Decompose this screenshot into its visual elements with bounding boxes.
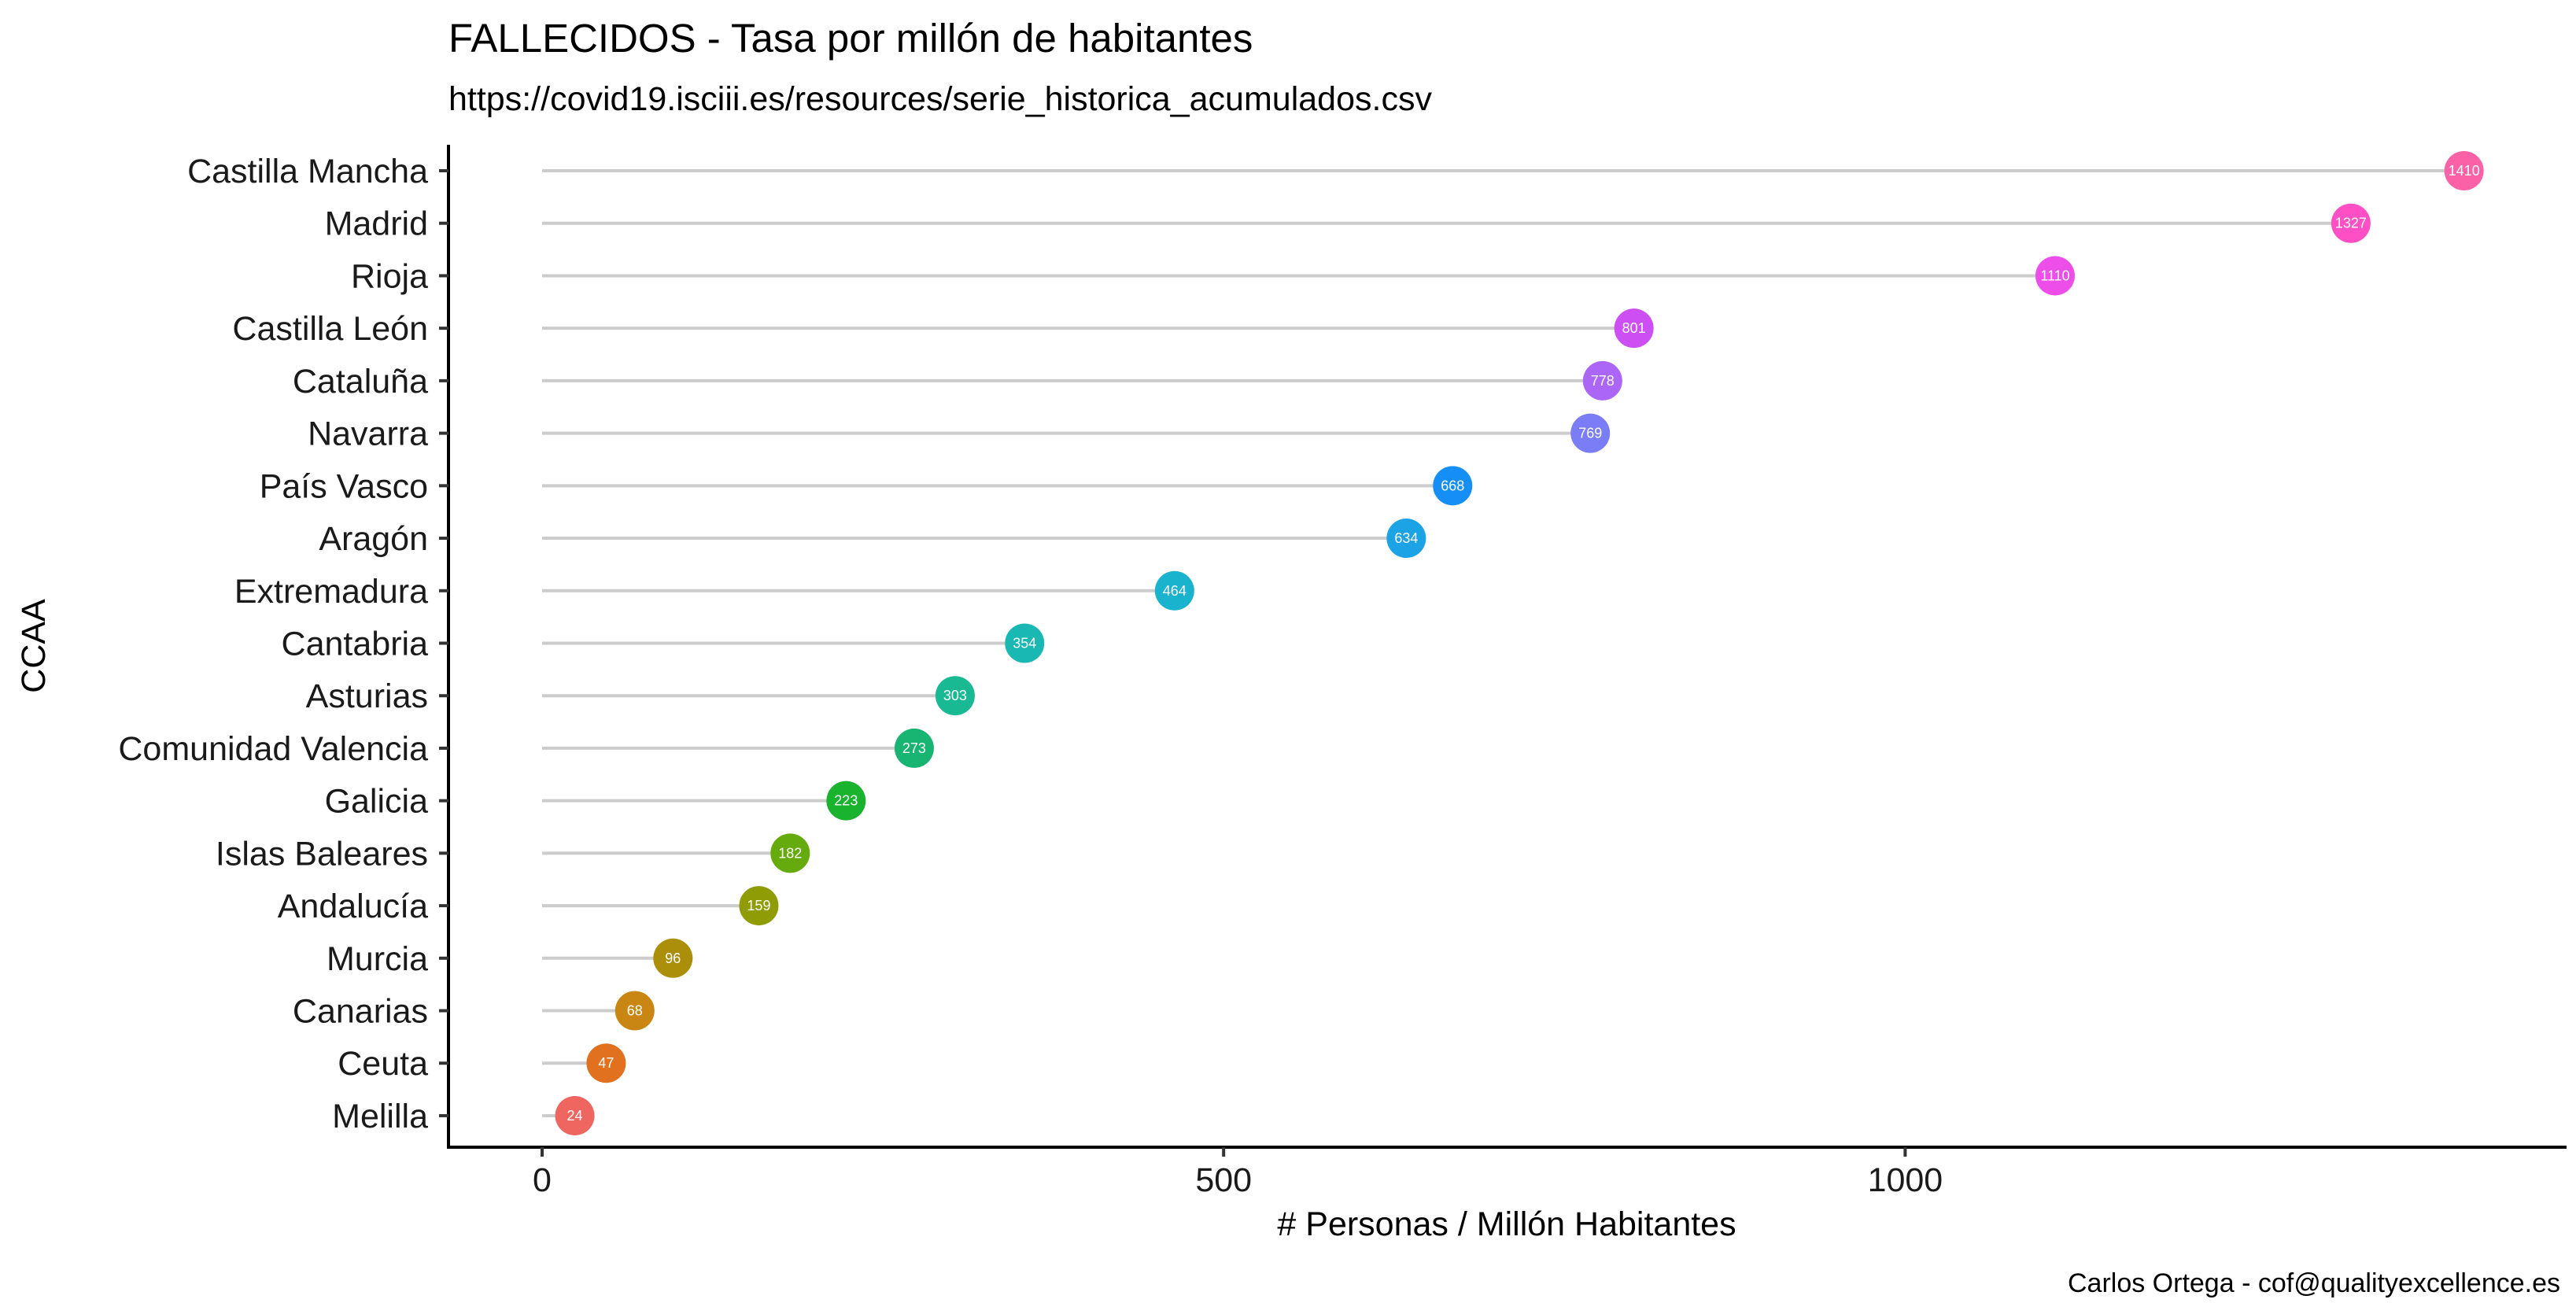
data-point (586, 1043, 626, 1083)
y-tick-label: Rioja (351, 257, 428, 295)
data-label: 778 (1591, 373, 1615, 389)
data-point (1005, 623, 1045, 663)
x-ticks-layer: 0 500 1000 (533, 1147, 1943, 1199)
data-point (2035, 256, 2075, 296)
data-label: 303 (943, 688, 967, 703)
x-tick-label: 1000 (1868, 1161, 1943, 1199)
data-label: 96 (665, 950, 681, 966)
x-axis-title: # Personas / Millón Habitantes (1277, 1205, 1736, 1243)
y-tick-label: Comunidad Valencia (118, 730, 428, 768)
y-tick-label: Islas Baleares (216, 835, 428, 873)
y-tick-label: Aragón (319, 520, 428, 558)
y-tick-label: Navarra (308, 415, 428, 453)
data-label: 668 (1441, 478, 1464, 493)
y-tick-label: Castilla Mancha (187, 153, 428, 190)
data-label: 1327 (2335, 216, 2367, 231)
data-point (826, 781, 866, 821)
data-label: 273 (902, 740, 926, 756)
segments-layer (542, 169, 2464, 1117)
data-point (1582, 360, 1622, 400)
y-tick-label: Canarias (293, 993, 428, 1031)
y-axis-title: CCAA (15, 599, 53, 693)
y-tick-label: Extremadura (234, 573, 428, 611)
data-label: 68 (627, 1003, 643, 1019)
chart-title: FALLECIDOS - Tasa por millón de habitant… (448, 16, 1253, 61)
chart-caption: Carlos Ortega - cof@qualityexcellence.es (2068, 1268, 2560, 1298)
y-tick-label: Murcia (327, 940, 428, 978)
y-tick-label: Galicia (325, 783, 429, 821)
data-point (770, 833, 810, 873)
data-point (894, 728, 934, 768)
data-point (555, 1095, 595, 1135)
x-tick-label: 0 (533, 1161, 552, 1199)
data-label: 464 (1163, 583, 1187, 599)
data-label: 1110 (2040, 268, 2069, 283)
data-label: 159 (747, 898, 770, 914)
data-point (935, 676, 975, 716)
data-point (2331, 203, 2371, 243)
y-tick-label: Cataluña (293, 363, 428, 400)
data-point (1386, 519, 1426, 559)
y-tick-label: Ceuta (338, 1045, 428, 1083)
y-tick-label: País Vasco (260, 467, 428, 505)
data-point (1614, 308, 1654, 349)
data-point (2444, 151, 2484, 190)
data-label: 354 (1013, 635, 1036, 651)
chart-subtitle: https://covid19.isciii.es/resources/seri… (448, 80, 1432, 118)
data-point (739, 886, 779, 926)
data-point (1154, 570, 1194, 611)
y-tick-label: Madrid (325, 205, 428, 243)
data-point (614, 991, 655, 1031)
y-ticks-layer: Castilla Mancha Madrid Rioja Castilla León C… (118, 153, 448, 1135)
data-label: 47 (598, 1055, 614, 1071)
y-tick-label: Asturias (306, 677, 428, 715)
y-tick-label: Cantabria (282, 625, 429, 663)
data-label: 24 (567, 1108, 583, 1124)
x-tick-label: 500 (1195, 1161, 1252, 1199)
data-point (653, 938, 693, 978)
points-layer: 1410 1327 1110 801 778 769 668 634 464 354 303 273 2… (555, 151, 2484, 1135)
data-label: 223 (834, 793, 858, 809)
data-point (1570, 413, 1611, 453)
data-label: 634 (1394, 530, 1418, 546)
y-tick-label: Castilla León (232, 310, 428, 348)
y-tick-label: Andalucía (278, 888, 428, 925)
data-label: 769 (1578, 426, 1602, 441)
data-label: 1410 (2449, 163, 2480, 179)
data-label: 182 (778, 845, 802, 861)
data-point (1433, 466, 1473, 506)
y-tick-label: Melilla (332, 1098, 428, 1135)
data-label: 801 (1622, 320, 1646, 336)
